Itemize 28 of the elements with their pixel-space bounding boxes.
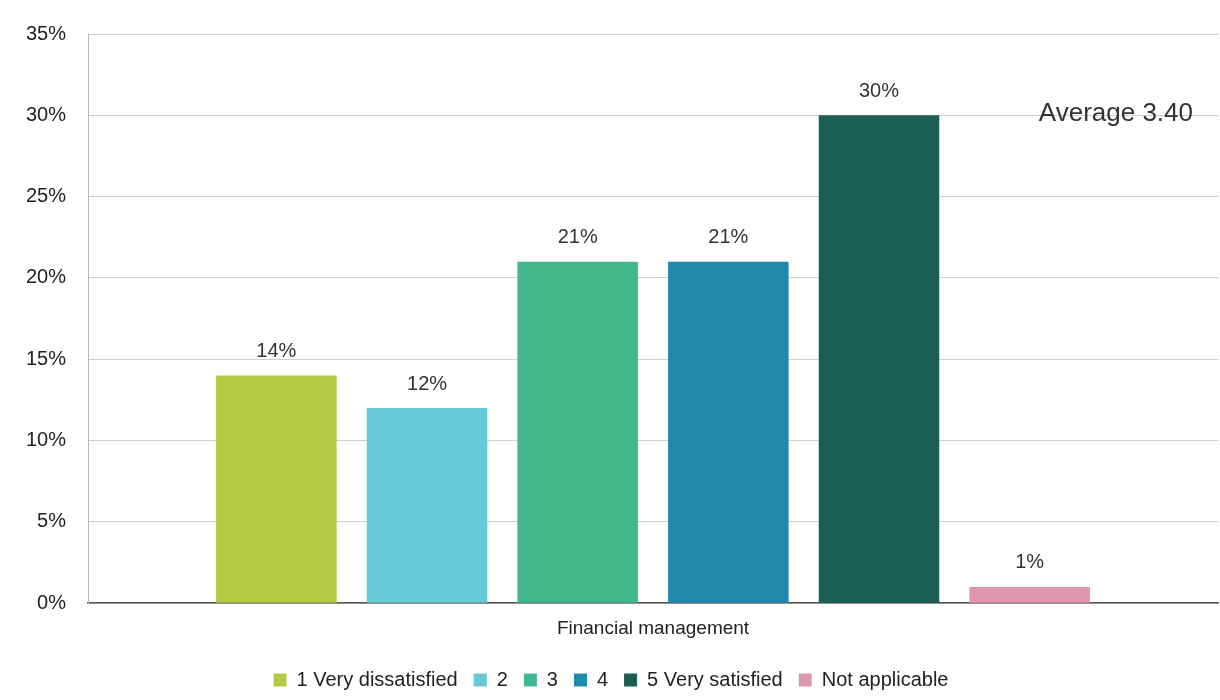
- y-tick-label: 10%: [26, 428, 67, 451]
- data-label: 21%: [557, 225, 598, 248]
- legend-label: 5 Very satisfied: [647, 667, 783, 690]
- legend-label: Not applicable: [821, 667, 949, 690]
- y-tick-label: 25%: [26, 184, 67, 207]
- y-tick-label: 15%: [26, 346, 67, 369]
- bar: [366, 408, 488, 603]
- data-label: 21%: [708, 225, 749, 248]
- legend-label: 1 Very dissatisfied: [296, 667, 458, 690]
- x-tick-label: Financial management: [556, 616, 750, 638]
- y-tick-label: 5%: [37, 509, 67, 532]
- legend-label: 2: [496, 667, 508, 690]
- bar: [969, 586, 1090, 603]
- data-label: 1%: [1015, 550, 1045, 573]
- y-tick-label: 35%: [26, 21, 67, 44]
- bar: [818, 115, 940, 603]
- data-label: 12%: [407, 371, 448, 394]
- legend-label: 4: [596, 667, 609, 690]
- bar: [668, 261, 789, 603]
- y-tick-label: 30%: [26, 102, 67, 125]
- y-tick-label: 20%: [26, 265, 67, 288]
- bar: [517, 261, 638, 603]
- bar: [216, 375, 337, 603]
- annotation: Average 3.40: [1038, 96, 1193, 127]
- data-label: 30%: [858, 78, 900, 101]
- data-label: 14%: [256, 339, 297, 362]
- y-tick-label: 0%: [37, 590, 67, 613]
- legend-label: 3: [546, 667, 558, 690]
